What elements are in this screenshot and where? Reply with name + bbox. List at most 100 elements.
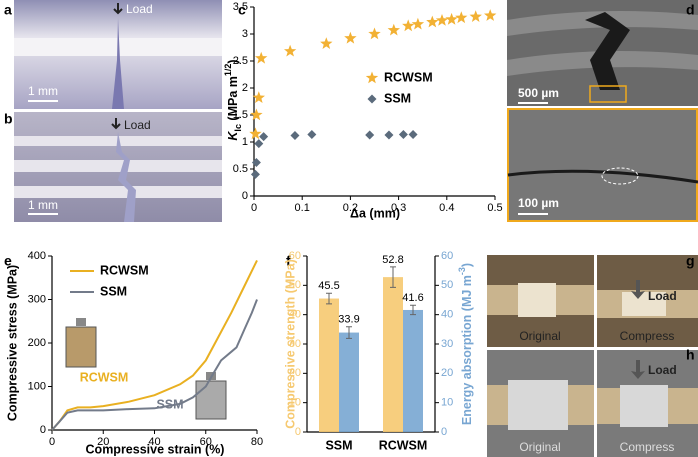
legend-label: SSM — [384, 91, 411, 105]
label-part: ) — [460, 263, 474, 267]
x-tick-label: RCWSM — [379, 438, 428, 452]
label-part: -3 — [457, 267, 467, 275]
y-tick-label: 1 — [242, 136, 248, 148]
label-part: Energy absorption (MJ m — [460, 275, 474, 425]
x-tick-label: 40 — [148, 436, 160, 448]
scale-label: 1 mm — [28, 198, 58, 212]
y-axis-label: Energy absorption (MJ m-3) — [457, 263, 474, 425]
y-tick-label: 0 — [295, 426, 301, 438]
error-bar — [326, 292, 332, 305]
bar — [403, 309, 423, 432]
panel-label: a — [4, 2, 12, 18]
panel-label: g — [686, 253, 695, 269]
label-part: 1/2 — [223, 64, 233, 77]
point — [384, 130, 394, 140]
highlight — [601, 167, 639, 185]
y2-tick-label: 0 — [441, 426, 447, 438]
error-bar — [410, 304, 416, 316]
x-tick-label: 0 — [49, 436, 55, 448]
arrow — [111, 118, 121, 130]
scale-label: 500 µm — [518, 86, 559, 100]
point — [251, 158, 261, 168]
piston — [76, 318, 86, 326]
point — [411, 17, 425, 30]
y-tick-label: 2 — [242, 82, 248, 94]
panel-label: b — [4, 111, 13, 127]
legend-label: RCWSM — [100, 263, 149, 277]
photo-h — [487, 350, 698, 457]
line — [51, 299, 258, 431]
layer — [507, 11, 698, 76]
panel-label: f — [286, 253, 291, 269]
y2-tick-label: 30 — [441, 338, 453, 350]
x-tick-label: 0.4 — [439, 202, 454, 214]
point — [344, 31, 357, 44]
y-tick-label: 50 — [289, 279, 301, 291]
x-tick-label: 80 — [251, 436, 263, 448]
x-tick-label: 20 — [97, 436, 109, 448]
x-tick-label: 0.2 — [343, 202, 358, 214]
y-tick-label: 1.5 — [233, 109, 248, 121]
photo-d — [507, 0, 698, 222]
y-tick-label: 0 — [242, 190, 248, 202]
point — [259, 132, 269, 142]
specimen — [518, 283, 556, 317]
legend-label: RCWSM — [384, 70, 433, 84]
x-tick-label: 0.1 — [295, 202, 310, 214]
y2-tick-label: 40 — [441, 309, 453, 321]
error-bar — [390, 266, 396, 288]
line — [51, 259, 258, 431]
specimen — [508, 380, 568, 430]
crack — [112, 18, 124, 109]
panel-label: h — [686, 347, 695, 363]
bar — [319, 298, 339, 432]
arrow — [631, 360, 645, 379]
photo-b — [14, 112, 222, 222]
cube — [195, 380, 227, 420]
label-part: Ic — [233, 124, 243, 132]
photo-g — [487, 255, 698, 347]
photo-caption: Original — [519, 440, 560, 454]
point — [426, 15, 439, 28]
y-tick-label: 400 — [28, 250, 46, 262]
sem-bottom — [507, 108, 698, 222]
crack — [507, 169, 698, 184]
x-tick-label: 0.3 — [391, 202, 406, 214]
y-tick-label: 30 — [289, 338, 301, 350]
y2-tick-label: 50 — [441, 279, 453, 291]
y-tick-label: 200 — [28, 337, 46, 349]
specimen — [620, 385, 668, 427]
zoom-box — [589, 85, 627, 103]
panel-label: c — [238, 2, 246, 18]
x-axis-label: Δa (mm) — [350, 206, 400, 220]
y-tick-label: 3.5 — [233, 1, 248, 13]
crack — [585, 12, 630, 90]
panel-label: e — [4, 253, 12, 269]
arrow — [631, 280, 645, 299]
error-bar — [346, 326, 352, 339]
annotation: SSM — [156, 397, 183, 411]
photo-a — [14, 0, 222, 109]
layer — [14, 160, 222, 172]
icon-rcwsm — [65, 318, 97, 368]
bar — [383, 277, 403, 432]
load-label: Load — [124, 118, 151, 132]
legend-label: SSM — [100, 284, 127, 298]
load-label: Load — [126, 2, 153, 16]
y2-tick-label: 20 — [441, 367, 453, 379]
legend-marker — [365, 71, 379, 84]
point — [455, 11, 468, 24]
y-tick-label: 2.5 — [233, 55, 248, 67]
panel-label: d — [686, 2, 695, 18]
bar — [339, 332, 359, 432]
value-label: 41.6 — [402, 292, 423, 304]
x-axis-label: Compressive strain (%) — [86, 442, 225, 456]
cube — [65, 326, 97, 368]
label-part: (MPa m — [226, 76, 240, 124]
point — [387, 23, 400, 36]
y-tick-label: 10 — [289, 397, 301, 409]
point — [250, 169, 260, 179]
point — [368, 27, 381, 40]
legend-marker — [367, 94, 377, 104]
point — [320, 37, 333, 49]
